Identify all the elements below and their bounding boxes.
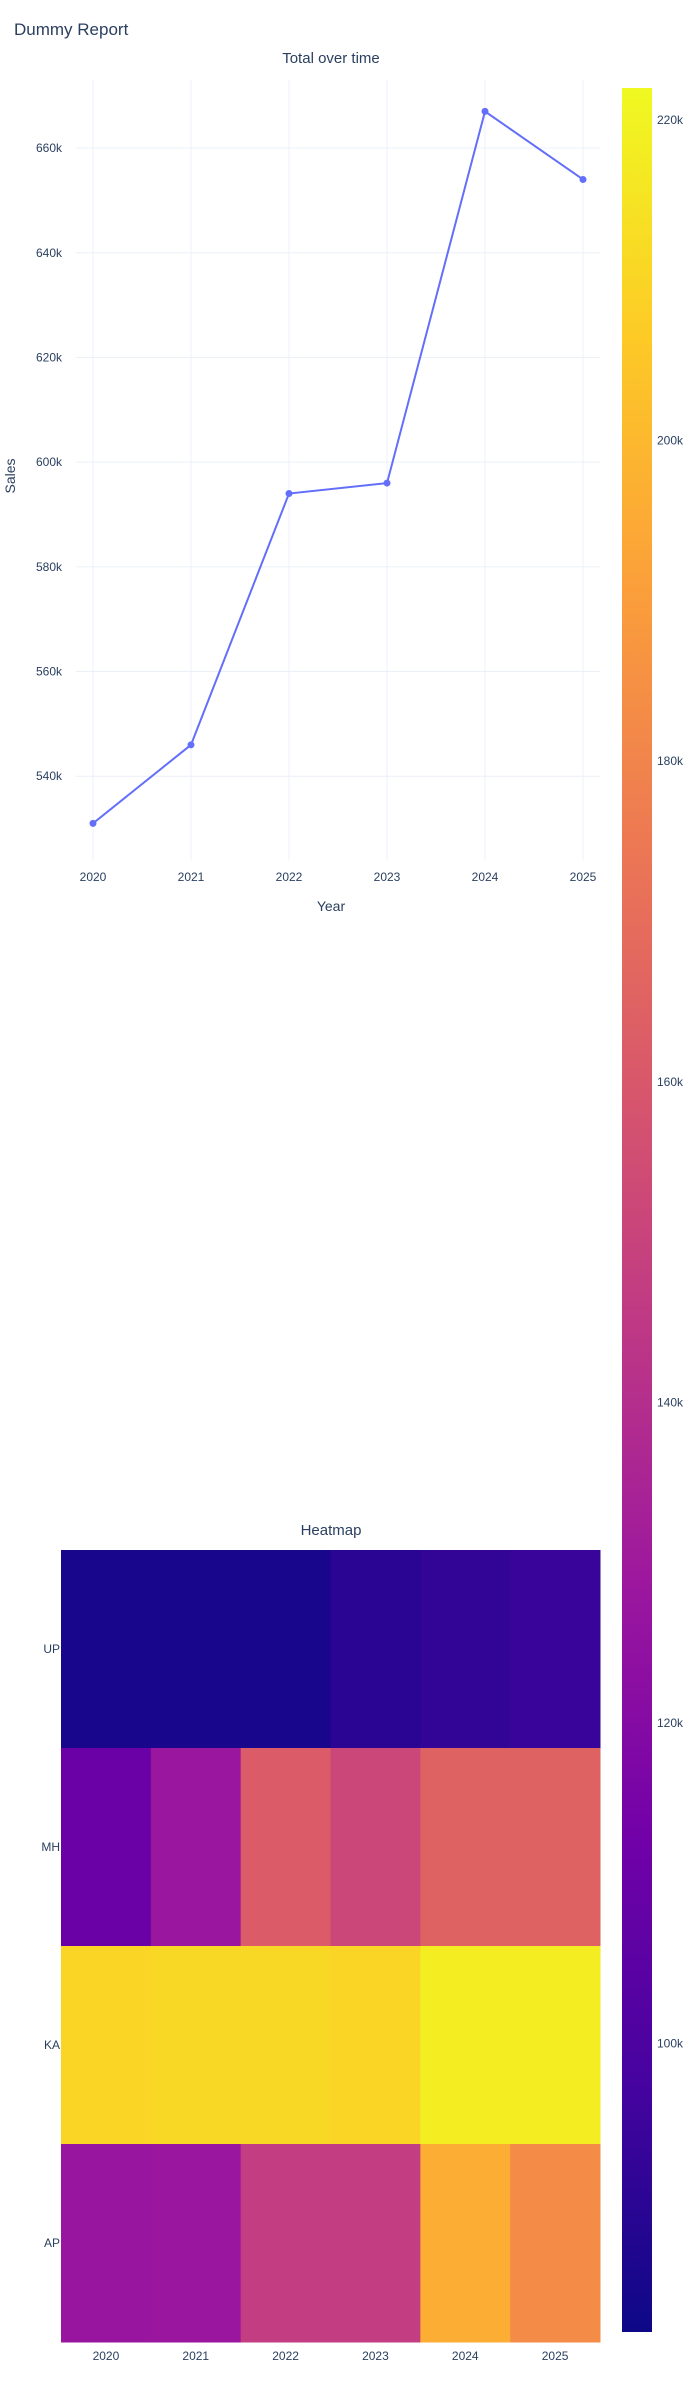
line-y-tick-label: 600k (36, 455, 63, 469)
line-x-tick-label: 2020 (80, 870, 107, 884)
heatmap-cell (240, 1946, 331, 2145)
line-x-tick-label: 2023 (374, 870, 401, 884)
heatmap-cell (61, 2144, 152, 2343)
heatmap-cell (330, 2144, 421, 2343)
line-x-axis-title: Year (317, 898, 346, 914)
heatmap-cell (240, 2144, 331, 2343)
heatmap-x-tick-label: 2023 (362, 2349, 389, 2363)
line-data-point (187, 741, 195, 749)
line-x-tick-label: 2021 (178, 870, 205, 884)
heatmap-cell (330, 1748, 421, 1947)
heatmap-y-tick-label: MH (41, 1840, 60, 1854)
colorbar-tick-label: 120k (657, 1716, 684, 1730)
heatmap-cell (150, 2144, 242, 2343)
line-y-tick-label: 580k (36, 560, 63, 574)
heatmap-cell (330, 1550, 421, 1749)
heatmap-y-tick-label: UP (43, 1642, 60, 1656)
line-x-tick-label: 2025 (570, 870, 597, 884)
colorbar: 100k 120k 140k 160k 180k 200k 220k (622, 88, 684, 2332)
heatmap-cell (61, 1748, 152, 1947)
heatmap-y-tick-label: KA (44, 2038, 60, 2052)
colorbar-tick-label: 180k (657, 754, 684, 768)
line-y-tick-label: 660k (36, 141, 63, 155)
line-data-point (481, 107, 489, 115)
line-data-point (579, 175, 587, 183)
heatmap-x-tick-label: 2020 (93, 2349, 120, 2363)
report-title: Dummy Report (14, 20, 129, 39)
heatmap-cell (150, 1748, 242, 1947)
heatmap-cell (510, 1550, 601, 1749)
colorbar-tick-label: 200k (657, 434, 684, 448)
heatmap-cell (240, 1748, 331, 1947)
heatmap-x-tick-label: 2021 (182, 2349, 209, 2363)
line-y-tick-label: 640k (36, 246, 63, 260)
heatmap-cell (150, 1550, 242, 1749)
colorbar-tick-label: 220k (657, 113, 684, 127)
heatmap-title: Heatmap (301, 1522, 362, 1539)
heatmap-cell (61, 1946, 152, 2145)
heatmap-x-tick-label: 2024 (452, 2349, 479, 2363)
heatmap-cell (420, 1946, 511, 2145)
heatmap-cell (61, 1550, 152, 1749)
heatmap-cell (420, 2144, 511, 2343)
colorbar-tick-label: 140k (657, 1395, 684, 1409)
heatmap-cell (510, 1748, 601, 1947)
heatmap-x-tick-label: 2025 (542, 2349, 569, 2363)
line-data-point (89, 819, 97, 827)
line-x-tick-label: 2024 (472, 870, 499, 884)
heatmap-y-tick-label: AP (44, 2236, 60, 2250)
heatmap-cell (420, 1550, 511, 1749)
line-series-path (92, 109, 584, 825)
heatmap-chart: Heatmap UP MH KA AP 2020 2021 2022 2023 2024 202… (41, 1522, 601, 2363)
heatmap-cell (510, 2144, 601, 2343)
heatmap-cell (420, 1748, 511, 1947)
heatmap-x-tick-label: 2022 (272, 2349, 299, 2363)
line-data-point (285, 490, 293, 498)
colorbar-gradient (622, 88, 652, 2332)
heatmap-cell (510, 1946, 601, 2145)
line-data-point (383, 479, 391, 487)
line-x-tick-label: 2022 (276, 870, 303, 884)
line-y-tick-label: 560k (36, 665, 63, 679)
line-chart-title: Total over time (282, 50, 380, 67)
heatmap-cell (240, 1550, 331, 1749)
line-y-tick-label: 540k (36, 769, 63, 783)
heatmap-cell (330, 1946, 421, 2145)
line-y-tick-label: 620k (36, 350, 63, 364)
colorbar-tick-label: 160k (657, 1075, 684, 1089)
heatmap-cell (150, 1946, 242, 2145)
line-chart: Total over time 540k 560k 580k 600k 620k 640k… (2, 50, 600, 914)
colorbar-tick-label: 100k (657, 2036, 684, 2050)
line-y-axis-title: Sales (2, 458, 18, 493)
